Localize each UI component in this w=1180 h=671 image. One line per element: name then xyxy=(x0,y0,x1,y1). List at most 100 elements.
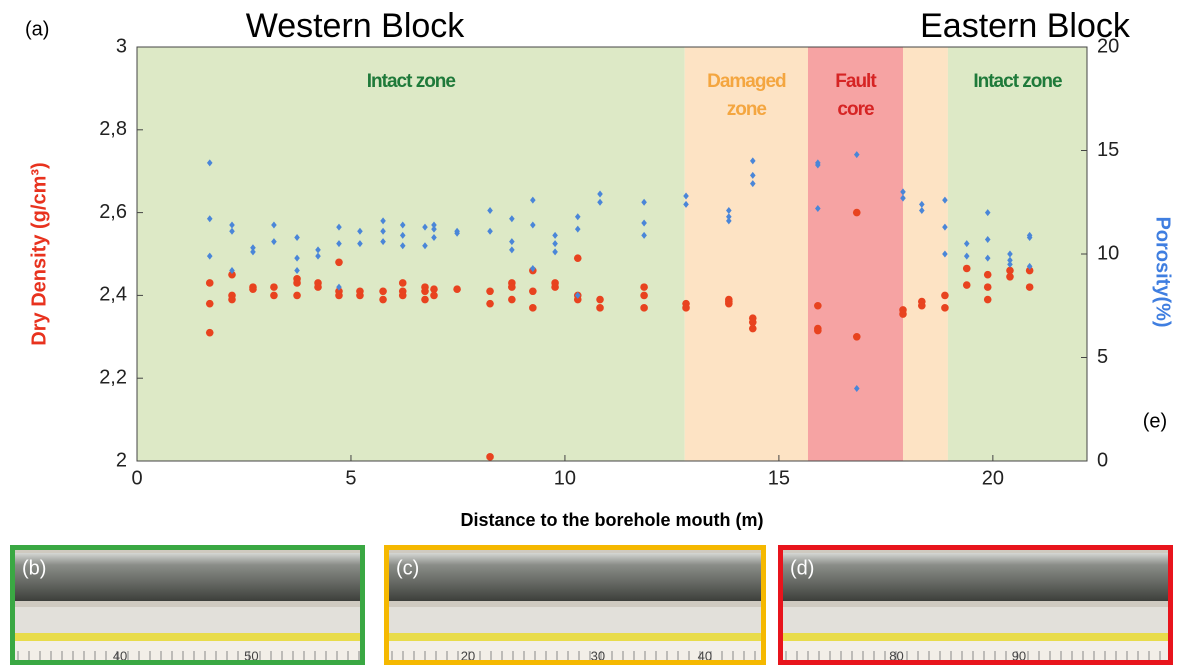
density-point xyxy=(421,287,429,296)
porosity-point xyxy=(726,217,732,225)
porosity-point xyxy=(294,233,300,241)
porosity-point xyxy=(399,221,406,229)
porosity-point xyxy=(963,252,970,260)
porosity-point xyxy=(229,267,235,275)
block-label: Eastern Block xyxy=(920,7,1131,45)
core-tray xyxy=(778,607,1173,635)
photo-label: (b) xyxy=(22,557,46,579)
porosity-point xyxy=(919,207,925,215)
zone-label: Intact zone xyxy=(367,71,456,92)
porosity-point xyxy=(641,231,647,239)
porosity-point xyxy=(726,207,732,215)
y2-tick-label: 10 xyxy=(1097,242,1119,264)
porosity-point xyxy=(815,161,821,169)
porosity-point xyxy=(229,221,235,229)
core-photo: 80 90 (d) xyxy=(778,545,1173,665)
density-point xyxy=(398,291,407,300)
y-tick-label: 2,6 xyxy=(99,201,127,223)
ruler-label: 20 xyxy=(461,648,475,663)
panel-label: (e) xyxy=(1143,410,1167,432)
core-tray xyxy=(10,607,365,635)
ruler-label: 30 xyxy=(591,648,605,663)
core-photo: 20 30 40 (c) xyxy=(384,545,766,665)
density-point xyxy=(596,304,604,312)
porosity-point xyxy=(683,192,689,200)
density-point xyxy=(983,283,992,291)
photo-frame xyxy=(384,545,766,665)
density-point xyxy=(551,283,559,291)
porosity-point xyxy=(294,254,300,262)
zone-label: Damaged zone xyxy=(707,71,786,120)
density-point xyxy=(596,295,604,304)
porosity-point xyxy=(509,246,515,254)
porosity-point xyxy=(683,200,689,208)
porosity-point xyxy=(509,215,515,223)
porosity-point xyxy=(530,221,536,229)
zone xyxy=(137,47,685,461)
core-tray xyxy=(384,607,766,635)
density-point xyxy=(852,208,861,217)
x-tick-label: 15 xyxy=(768,467,790,489)
porosity-point xyxy=(271,238,277,246)
porosity-point xyxy=(597,198,603,206)
x-tick-label: 20 xyxy=(982,467,1004,489)
density-point xyxy=(748,324,757,333)
y-tick-label: 2,8 xyxy=(99,118,127,140)
density-point xyxy=(814,326,822,335)
x-axis-label: Distance to the borehole mouth (m) xyxy=(460,510,763,530)
density-point xyxy=(453,285,461,293)
density-point xyxy=(205,279,214,287)
density-point xyxy=(486,453,494,461)
porosity-point xyxy=(574,291,581,299)
density-point xyxy=(293,291,301,300)
porosity-point xyxy=(380,238,386,246)
porosity-point xyxy=(206,159,213,167)
porosity-point xyxy=(552,248,558,256)
ruler-label: 50 xyxy=(244,648,258,663)
porosity-point xyxy=(422,242,428,250)
porosity-point xyxy=(900,194,906,202)
panel-label: (a) xyxy=(25,18,49,40)
y2-axis-label: Porosity(%) xyxy=(1152,216,1174,327)
porosity-point xyxy=(984,236,991,244)
porosity-point xyxy=(431,233,437,241)
porosity-point xyxy=(1007,260,1013,268)
porosity-point xyxy=(357,240,363,248)
ruler-label: 90 xyxy=(1012,648,1026,663)
density-point xyxy=(398,279,407,287)
porosity-point xyxy=(749,180,756,188)
porosity-point xyxy=(487,227,493,235)
porosity-point xyxy=(431,221,437,229)
porosity-point xyxy=(984,209,991,217)
porosity-point xyxy=(597,190,603,198)
density-point xyxy=(228,295,236,304)
porosity-point xyxy=(853,151,860,159)
porosity-point xyxy=(336,283,342,291)
density-point xyxy=(640,304,648,312)
porosity-point xyxy=(399,231,406,239)
density-point xyxy=(529,304,537,312)
ruler-label: 40 xyxy=(698,648,712,663)
yellow-strip xyxy=(10,633,365,641)
density-point xyxy=(270,283,278,291)
y-tick-label: 2 xyxy=(116,449,127,471)
density-point xyxy=(1025,283,1034,291)
porosity-point xyxy=(726,213,732,221)
porosity-point xyxy=(380,227,386,235)
density-point xyxy=(379,287,387,296)
y-tick-label: 2,4 xyxy=(99,284,127,306)
porosity-point xyxy=(530,196,536,204)
density-point xyxy=(508,295,516,304)
porosity-point xyxy=(1007,250,1013,258)
ruler-label: 40 xyxy=(113,648,127,663)
zone xyxy=(947,47,1087,461)
zone-label: Fault core xyxy=(835,71,877,120)
density-point xyxy=(228,270,236,279)
y2-tick-label: 20 xyxy=(1097,35,1119,57)
porosity-point xyxy=(641,198,647,206)
density-point xyxy=(983,270,992,279)
ruler-label: 80 xyxy=(889,648,903,663)
density-point xyxy=(983,295,992,304)
porosity-point xyxy=(552,240,558,248)
photo-frame xyxy=(778,545,1173,665)
